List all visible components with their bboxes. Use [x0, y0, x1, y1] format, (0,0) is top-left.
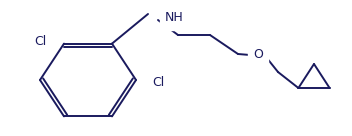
Text: NH: NH — [165, 11, 184, 24]
Text: Cl: Cl — [152, 75, 164, 89]
Text: O: O — [253, 49, 263, 61]
Text: Cl: Cl — [34, 35, 46, 48]
